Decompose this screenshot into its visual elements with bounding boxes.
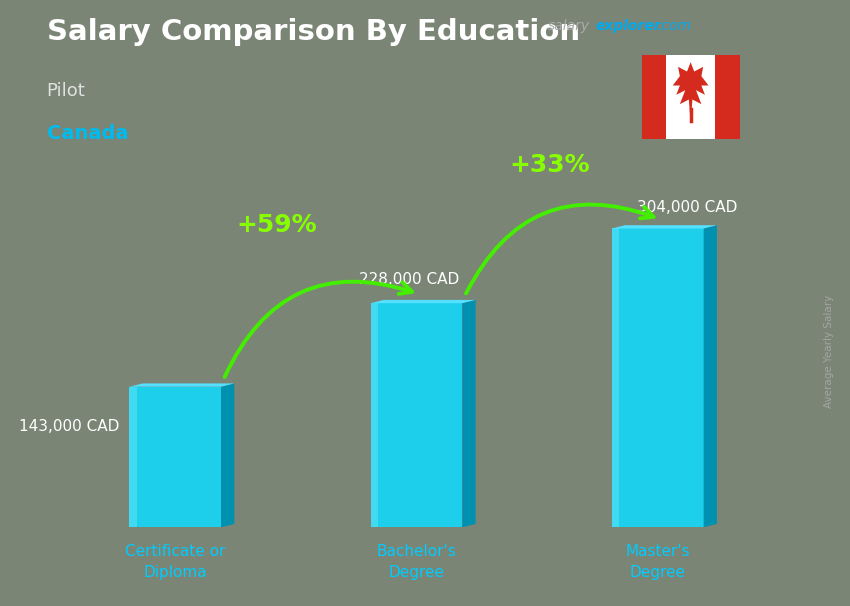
Text: .com: .com: [657, 19, 691, 33]
Text: 143,000 CAD: 143,000 CAD: [20, 419, 120, 433]
Text: 228,000 CAD: 228,000 CAD: [360, 273, 459, 287]
Text: Canada: Canada: [47, 124, 128, 143]
Bar: [642, 55, 666, 139]
Polygon shape: [371, 303, 462, 527]
Polygon shape: [672, 62, 709, 123]
Polygon shape: [371, 300, 476, 303]
Bar: [715, 55, 740, 139]
Polygon shape: [612, 228, 620, 527]
Text: 304,000 CAD: 304,000 CAD: [637, 200, 737, 215]
Polygon shape: [462, 300, 476, 527]
Text: Salary Comparison By Education: Salary Comparison By Education: [47, 18, 580, 46]
Polygon shape: [129, 387, 221, 527]
Text: explorer: explorer: [595, 19, 660, 33]
Text: Average Yearly Salary: Average Yearly Salary: [824, 295, 834, 408]
Polygon shape: [221, 384, 235, 527]
Text: salary: salary: [548, 19, 591, 33]
Text: +33%: +33%: [509, 153, 590, 176]
Polygon shape: [612, 228, 704, 527]
Text: +59%: +59%: [236, 213, 317, 236]
Polygon shape: [612, 225, 717, 228]
Polygon shape: [129, 384, 235, 387]
Polygon shape: [704, 225, 717, 527]
Polygon shape: [129, 387, 137, 527]
Text: Pilot: Pilot: [47, 82, 86, 100]
Polygon shape: [371, 303, 378, 527]
